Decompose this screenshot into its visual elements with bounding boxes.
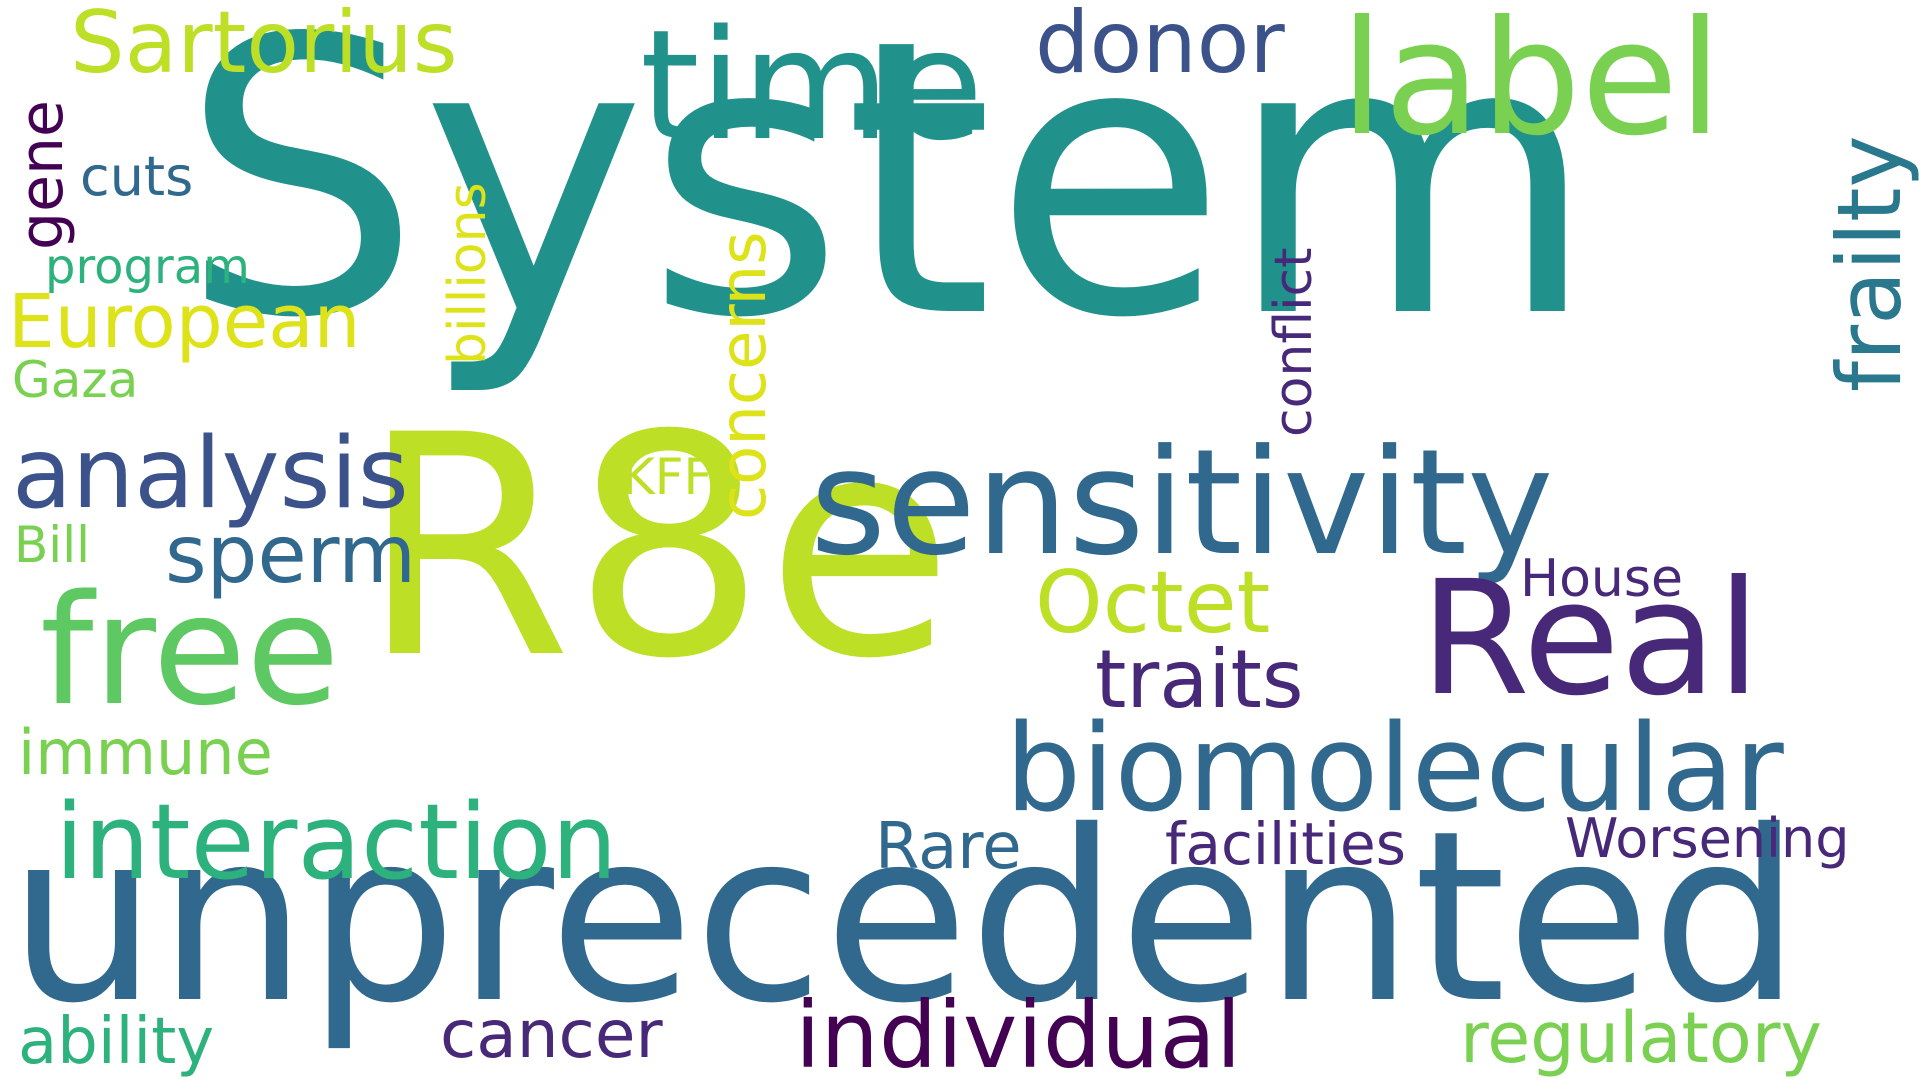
word-house: House: [1520, 549, 1683, 609]
word-label: label: [1340, 0, 1723, 171]
word-frailty: frailty: [1818, 135, 1920, 392]
word-donor: donor: [1035, 0, 1285, 93]
word-european: European: [8, 279, 361, 365]
word-r8e: R8e: [360, 370, 954, 725]
word-individual: individual: [795, 982, 1242, 1080]
word-kff: KFF: [622, 448, 713, 506]
word-gaza: Gaza: [12, 351, 139, 409]
word-traits: traits: [1095, 633, 1304, 726]
word-program: program: [45, 239, 250, 295]
word-unprecedented: unprecedented: [8, 780, 1802, 1055]
word-sperm: sperm: [165, 508, 417, 601]
word-biomolecular: biomolecular: [1005, 700, 1784, 839]
word-concerns: concerns: [707, 231, 781, 520]
word-sartorius: Sartorius: [70, 0, 458, 93]
word-billions: billions: [438, 182, 498, 365]
word-bill: Bill: [14, 516, 90, 574]
word-regulatory: regulatory: [1460, 997, 1822, 1079]
word-time: time: [640, 0, 984, 174]
word-rare: Rare: [875, 810, 1022, 884]
word-ability: ability: [18, 1005, 215, 1079]
word-worsening: Worsening: [1565, 807, 1850, 870]
word-gene: gene: [7, 100, 77, 250]
word-interaction: interaction: [55, 781, 618, 903]
word-facilities: facilities: [1165, 810, 1406, 878]
word-real: Real: [1420, 547, 1761, 731]
word-free: free: [40, 562, 340, 739]
word-immune: immune: [18, 716, 273, 789]
word-system: System: [180, 0, 1598, 401]
word-conflict: conflict: [1264, 247, 1324, 437]
word-cancer: cancer: [440, 996, 663, 1073]
word-cuts: cuts: [80, 145, 194, 208]
word-sensitivity: sensitivity: [810, 418, 1554, 588]
word-octet: Octet: [1035, 553, 1271, 653]
word-analysis: analysis: [12, 417, 409, 531]
